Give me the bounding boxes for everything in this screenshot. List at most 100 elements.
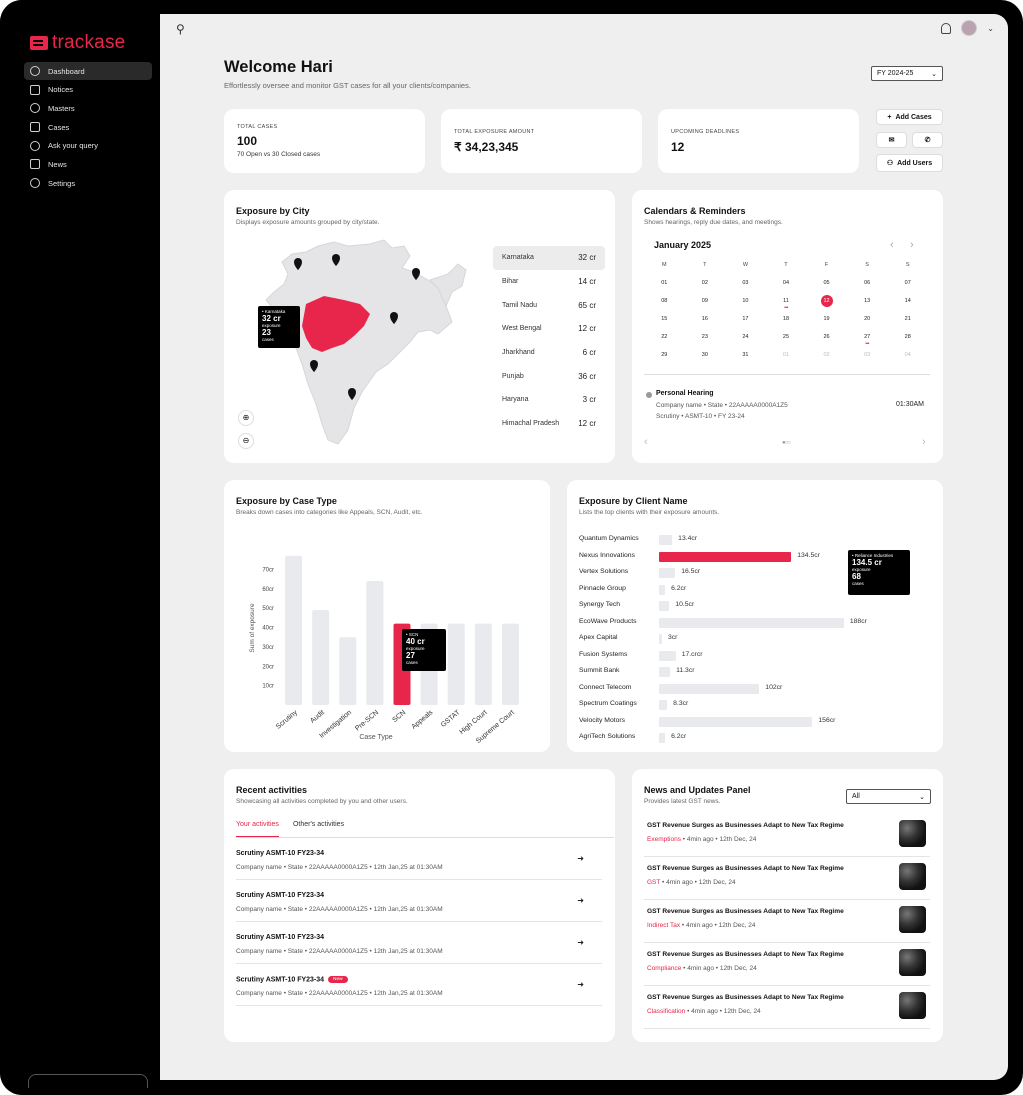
arrow-right-icon[interactable]: ➜ bbox=[577, 854, 584, 863]
sidebar-profile-card[interactable] bbox=[28, 1074, 148, 1088]
list-item[interactable]: GST Revenue Surges as Businesses Adapt t… bbox=[644, 943, 930, 986]
table-row[interactable]: Scrutiny ASMT-10 FY23-34 Company name • … bbox=[236, 838, 602, 880]
list-item[interactable]: GST Revenue Surges as Businesses Adapt t… bbox=[644, 986, 930, 1029]
calendar-day[interactable]: 25 bbox=[782, 334, 790, 340]
list-item[interactable]: Tamil Nadu 65 cr bbox=[502, 300, 596, 310]
list-item[interactable]: Karnataka 32 cr bbox=[493, 246, 605, 270]
bar-audit[interactable] bbox=[312, 610, 330, 705]
search-icon[interactable]: ⚲ bbox=[176, 22, 185, 36]
arrow-right-icon[interactable]: ➜ bbox=[577, 896, 584, 905]
news-tag[interactable]: Compliance bbox=[647, 965, 682, 972]
calendar-day[interactable]: 14 bbox=[904, 298, 911, 304]
calendar-day[interactable]: 19 bbox=[823, 316, 830, 322]
bar-gstat[interactable] bbox=[447, 623, 465, 705]
calendar-day[interactable]: 23 bbox=[701, 334, 708, 340]
calendar-day[interactable]: 06 bbox=[864, 280, 871, 286]
calendar-day[interactable]: 05 bbox=[823, 280, 830, 286]
bar-pinnacle-group[interactable] bbox=[659, 584, 666, 595]
zoom-out-icon[interactable]: ⊖ bbox=[238, 433, 254, 449]
news-tag[interactable]: Indirect Tax bbox=[647, 922, 681, 929]
calendar-day[interactable]: 08 bbox=[661, 298, 668, 304]
bar-ecowave-products[interactable] bbox=[659, 617, 844, 628]
table-row[interactable]: Scrutiny ASMT-10 FY23-34 New Company name… bbox=[236, 964, 602, 1006]
bar-supreme-court[interactable] bbox=[501, 623, 519, 705]
news-filter-select[interactable]: All ⌄ bbox=[846, 789, 931, 804]
calendar-day[interactable]: 13 bbox=[864, 298, 871, 304]
bar-connect-telecom[interactable] bbox=[659, 683, 760, 694]
news-tag[interactable]: GST bbox=[647, 879, 661, 886]
chevron-right-icon[interactable]: › bbox=[910, 239, 914, 251]
tab-others-activities[interactable]: Other's activities bbox=[292, 821, 345, 828]
calendar-day[interactable]: 04 bbox=[782, 280, 790, 286]
list-item[interactable]: West Bengal 12 cr bbox=[502, 324, 596, 334]
calendar-day[interactable]: 24 bbox=[742, 334, 749, 340]
bar-spectrum-coatings[interactable] bbox=[659, 700, 668, 710]
calendar-day[interactable]: 01 bbox=[782, 352, 790, 358]
bar-quantum-dynamics[interactable] bbox=[659, 535, 673, 545]
list-item[interactable]: Himachal Pradesh 12 cr bbox=[502, 419, 596, 429]
calendar-day[interactable]: 16 bbox=[701, 316, 708, 322]
calendar-day[interactable]: 07 bbox=[904, 280, 911, 286]
bell-icon[interactable] bbox=[941, 22, 952, 34]
bar-scrutiny[interactable] bbox=[285, 555, 303, 705]
bar-nexus-innovations[interactable] bbox=[659, 551, 792, 562]
zoom-in-icon[interactable]: ⊕ bbox=[238, 410, 254, 426]
list-item[interactable]: Punjab 36 cr bbox=[502, 371, 596, 381]
sidebar-item-cases[interactable]: Cases bbox=[24, 118, 152, 136]
list-item[interactable]: GST Revenue Surges as Businesses Adapt t… bbox=[644, 857, 930, 900]
calendar-day[interactable]: 20 bbox=[864, 316, 871, 322]
sidebar-item-ask-query[interactable]: Ask your query bbox=[24, 137, 152, 155]
calendar-day[interactable]: 21 bbox=[904, 316, 911, 322]
bar-apex-capital[interactable] bbox=[659, 634, 662, 644]
calendar-day[interactable]: 03 bbox=[864, 352, 871, 358]
calendar-day[interactable]: 10 bbox=[742, 298, 749, 304]
bar-agritech-solutions[interactable] bbox=[659, 733, 666, 743]
bar-velocity-motors[interactable] bbox=[659, 716, 813, 727]
list-item[interactable]: Bihar 14 cr bbox=[502, 277, 596, 287]
calendar-day[interactable]: 11 bbox=[766, 298, 807, 316]
news-tag[interactable]: Exemptions bbox=[647, 836, 681, 843]
table-row[interactable]: Scrutiny ASMT-10 FY23-34 Company name • … bbox=[236, 922, 602, 964]
whatsapp-button[interactable]: ✆ bbox=[912, 132, 943, 148]
table-row[interactable]: Scrutiny ASMT-10 FY23-34 Company name • … bbox=[236, 880, 602, 922]
calendar-day[interactable]: 31 bbox=[742, 352, 749, 358]
calendar-day[interactable]: 18 bbox=[782, 316, 790, 322]
avatar[interactable] bbox=[961, 20, 978, 36]
calendar-day[interactable]: 26 bbox=[823, 334, 830, 340]
arrow-right-icon[interactable]: ➜ bbox=[577, 980, 584, 989]
bar-investigation[interactable] bbox=[339, 637, 357, 705]
sidebar-item-news[interactable]: News bbox=[24, 155, 152, 173]
region-karnataka[interactable] bbox=[302, 296, 370, 352]
sidebar-item-settings[interactable]: Settings bbox=[24, 174, 152, 192]
calendar-day[interactable]: 17 bbox=[742, 316, 749, 322]
list-item[interactable]: Haryana 3 cr bbox=[502, 395, 596, 405]
calendar-day[interactable]: 04 bbox=[904, 352, 911, 358]
bar-pre-scn[interactable] bbox=[366, 581, 384, 705]
list-item[interactable]: GST Revenue Surges as Businesses Adapt t… bbox=[644, 900, 930, 943]
calendar-day[interactable]: 28 bbox=[904, 334, 911, 340]
arrow-right-icon[interactable]: ➜ bbox=[577, 938, 584, 947]
bar-high-court[interactable] bbox=[474, 623, 492, 705]
chevron-right-icon[interactable]: › bbox=[922, 436, 926, 448]
calendar-day[interactable]: 12 bbox=[806, 295, 847, 316]
calendar-day[interactable]: 15 bbox=[661, 316, 668, 322]
bar-fusion-systems[interactable] bbox=[659, 650, 676, 661]
bar-vertex-solutions[interactable] bbox=[659, 568, 676, 578]
fy-select[interactable]: FY 2024-25 ⌄ bbox=[871, 66, 943, 81]
mail-button[interactable]: ✉ bbox=[876, 132, 907, 148]
india-map[interactable] bbox=[252, 234, 492, 456]
tab-your-activities[interactable]: Your activities bbox=[236, 821, 279, 837]
calendar-day[interactable]: 29 bbox=[661, 352, 668, 358]
sidebar-item-dashboard[interactable]: Dashboard bbox=[24, 62, 152, 80]
bar-synergy-tech[interactable] bbox=[659, 601, 670, 611]
calendar-day[interactable]: 30 bbox=[701, 352, 708, 358]
calendar-day[interactable]: 22 bbox=[661, 334, 668, 340]
sidebar-item-masters[interactable]: Masters bbox=[24, 99, 152, 117]
news-tag[interactable]: Classification bbox=[647, 1008, 686, 1015]
calendar-day[interactable]: 03 bbox=[742, 280, 749, 286]
calendar-day[interactable]: 02 bbox=[701, 280, 708, 286]
calendar-day[interactable]: 27 bbox=[847, 334, 888, 352]
calendar-day[interactable]: 01 bbox=[661, 280, 668, 286]
chevron-left-icon[interactable]: ‹ bbox=[890, 239, 894, 251]
logo[interactable]: trackase bbox=[30, 32, 125, 54]
